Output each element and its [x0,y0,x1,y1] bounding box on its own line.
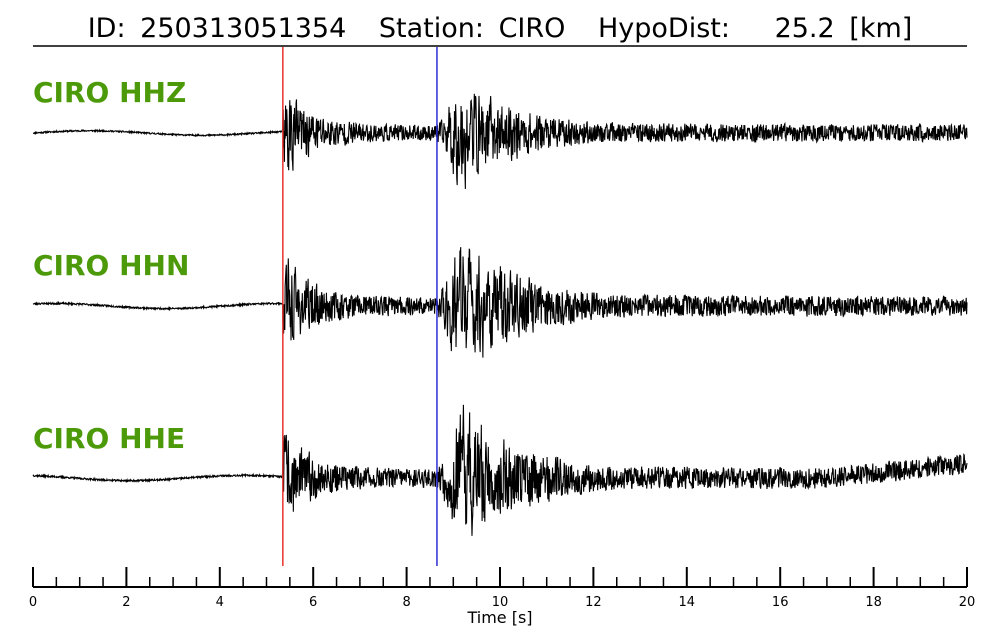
tick-label-14: 14 [679,595,696,610]
x-axis-label: Time [s] [466,608,532,627]
channel-label-ciro-hhn: CIRO HHN [33,249,189,282]
trace-ciro-hhz [32,93,968,190]
trace-ciro-hhe [32,404,968,536]
tick-label-16: 16 [772,595,789,610]
channel-label-ciro-hhz: CIRO HHZ [33,76,186,109]
tick-label-2: 2 [122,595,130,610]
channel-labels-group: CIRO HHZ CIRO HHN CIRO HHE [33,76,189,455]
tick-label-10: 10 [492,595,509,610]
tick-label-4: 4 [216,595,224,610]
channel-label-ciro-hhe: CIRO HHE [33,422,185,455]
tick-label-8: 8 [402,595,410,610]
station-label: Station: [379,13,484,44]
tick-label-12: 12 [585,595,602,610]
station-value: CIRO [499,13,566,44]
distance-unit: [km] [849,13,912,44]
tick-label-20: 20 [959,595,976,610]
event-id: 250313051354 [140,13,346,44]
chart-title: ID: 250313051354 Station: CIRO HypoDist:… [88,13,913,44]
tick-label-6: 6 [309,595,317,610]
traces-group [32,93,968,536]
tick-label-0: 0 [29,595,37,610]
distance-label: HypoDist: [598,13,730,44]
distance-value: 25.2 [775,13,835,44]
tick-label-18: 18 [865,595,882,610]
time-axis: 0 2 4 6 8 10 12 14 16 18 20 [29,567,975,610]
id-label: ID: [88,13,126,44]
trace-ciro-hhn [32,247,968,358]
picks-group [282,47,438,566]
